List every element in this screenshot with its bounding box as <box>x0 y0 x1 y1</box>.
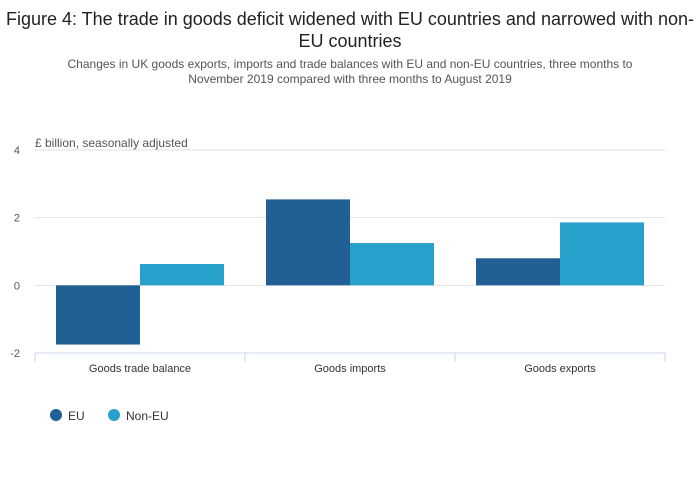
bar-eu <box>476 258 560 286</box>
x-tick-label: Goods imports <box>314 363 386 375</box>
bar-eu <box>56 285 140 345</box>
bar-eu <box>266 199 350 286</box>
y-tick-label: 4 <box>14 145 20 157</box>
legend-marker <box>50 409 62 421</box>
bar-non-eu <box>560 222 644 286</box>
bar-non-eu <box>350 243 434 286</box>
bar-non-eu <box>140 264 224 286</box>
legend-label: EU <box>68 409 85 423</box>
y-tick-label: 0 <box>14 280 20 292</box>
x-tick-label: Goods exports <box>524 363 596 375</box>
legend-label: Non-EU <box>126 409 169 423</box>
x-tick-label: Goods trade balance <box>89 363 191 375</box>
legend-marker <box>108 409 120 421</box>
y-tick-label: -2 <box>10 348 20 360</box>
chart-title: Figure 4: The trade in goods deficit wid… <box>5 9 695 51</box>
y-tick-label: 2 <box>14 213 20 225</box>
y-axis-label: £ billion, seasonally adjusted <box>35 136 188 150</box>
chart-subtitle: Changes in UK goods exports, imports and… <box>67 57 633 86</box>
